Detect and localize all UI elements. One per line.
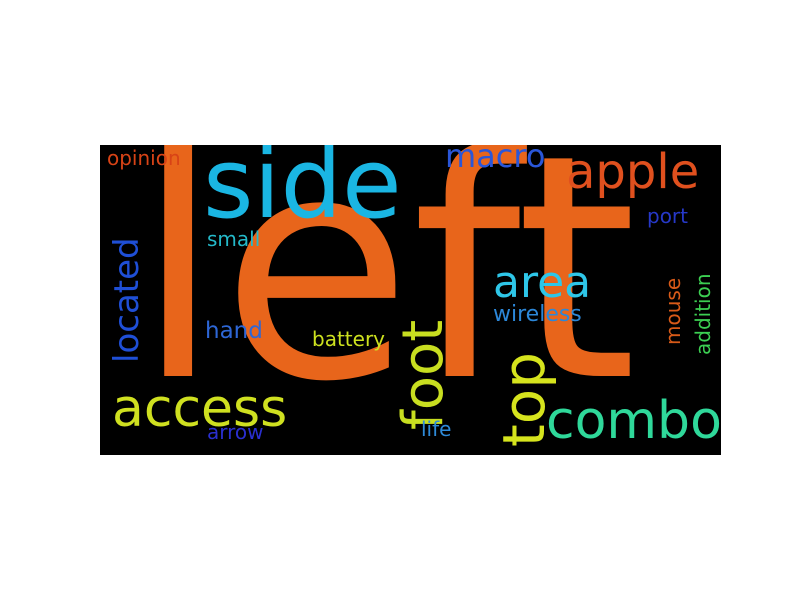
word-mouse: mouse — [661, 277, 685, 345]
word-battery: battery — [312, 327, 385, 351]
word-combo: combo — [546, 391, 721, 451]
word-macro: macro — [445, 145, 546, 175]
word-small: small — [207, 227, 261, 251]
word-foot: foot — [391, 319, 456, 430]
word-located: located — [107, 237, 147, 363]
word-life: life — [421, 417, 452, 441]
word-opinion: opinion — [107, 146, 181, 170]
word-wireless: wireless — [493, 302, 582, 327]
word-top: top — [490, 351, 558, 447]
word-hand: hand — [205, 318, 263, 344]
word-left: left — [135, 145, 638, 450]
word-side: side — [203, 145, 402, 240]
word-port: port — [647, 204, 688, 228]
word-arrow: arrow — [207, 420, 264, 444]
word-access: access — [112, 379, 288, 439]
word-area: area — [493, 257, 592, 308]
word-addition: addition — [691, 273, 715, 355]
word-cloud: left side apple access combo foot top ar… — [100, 145, 721, 455]
word-apple: apple — [566, 145, 700, 200]
